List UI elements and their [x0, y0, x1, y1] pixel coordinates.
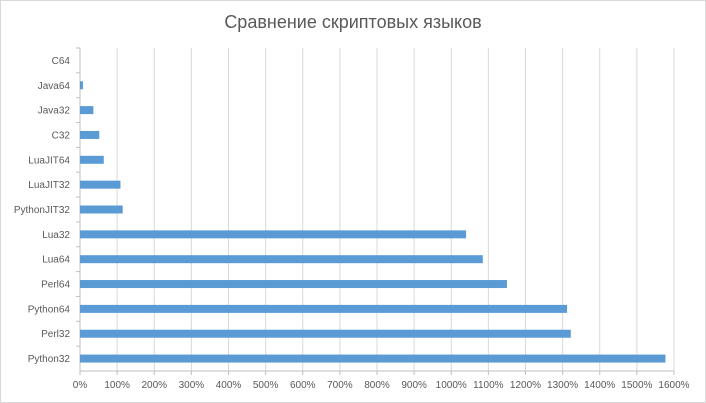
- x-tick-label: 1100%: [473, 380, 504, 391]
- x-tick-label: 1600%: [658, 380, 689, 391]
- x-tick-label: 700%: [327, 380, 353, 391]
- x-tick-label: 300%: [179, 380, 205, 391]
- x-tick-label: 800%: [364, 380, 390, 391]
- bar-lua32: [80, 230, 467, 239]
- x-tick-label: 0%: [73, 380, 88, 391]
- bar-lua64: [80, 255, 483, 264]
- x-tick-label: 1200%: [510, 380, 541, 391]
- bar-luajit64: [80, 155, 104, 164]
- x-tick-label: 600%: [290, 380, 316, 391]
- bar-perl64: [80, 280, 507, 289]
- bar-python32: [80, 354, 666, 363]
- x-tick-label: 500%: [253, 380, 279, 391]
- x-tick-label: 200%: [141, 380, 167, 391]
- category-label: C64: [52, 56, 71, 67]
- bar-pythonjit32: [80, 205, 123, 214]
- category-label: LuaJIT64: [28, 155, 70, 166]
- x-tick-label: 1400%: [584, 380, 615, 391]
- x-tick-label: 1300%: [547, 380, 578, 391]
- category-label: Lua64: [42, 255, 70, 266]
- category-label: Perl32: [41, 329, 70, 340]
- category-label: Lua32: [42, 230, 70, 241]
- x-tick-label: 900%: [401, 380, 427, 391]
- bar-luajit32: [80, 180, 121, 189]
- bar-c32: [80, 130, 100, 139]
- bar-python64: [80, 304, 568, 313]
- bar-java64: [80, 81, 83, 90]
- category-label: C32: [52, 130, 71, 141]
- category-label: Java64: [38, 81, 71, 92]
- x-tick-label: 400%: [216, 380, 242, 391]
- x-tick-label: 1500%: [621, 380, 652, 391]
- category-label: Python64: [28, 304, 71, 315]
- x-tick-label: 1000%: [436, 380, 467, 391]
- category-label: LuaJIT32: [28, 180, 70, 191]
- category-label: PythonJIT32: [14, 205, 71, 216]
- category-label: Perl64: [41, 280, 70, 291]
- category-label: Python32: [28, 354, 71, 365]
- bar-perl32: [80, 329, 571, 338]
- bar-java32: [80, 106, 94, 115]
- x-tick-label: 100%: [104, 380, 130, 391]
- chart-title: Сравнение скриптовых языков: [224, 12, 482, 32]
- category-label: Java32: [38, 106, 71, 117]
